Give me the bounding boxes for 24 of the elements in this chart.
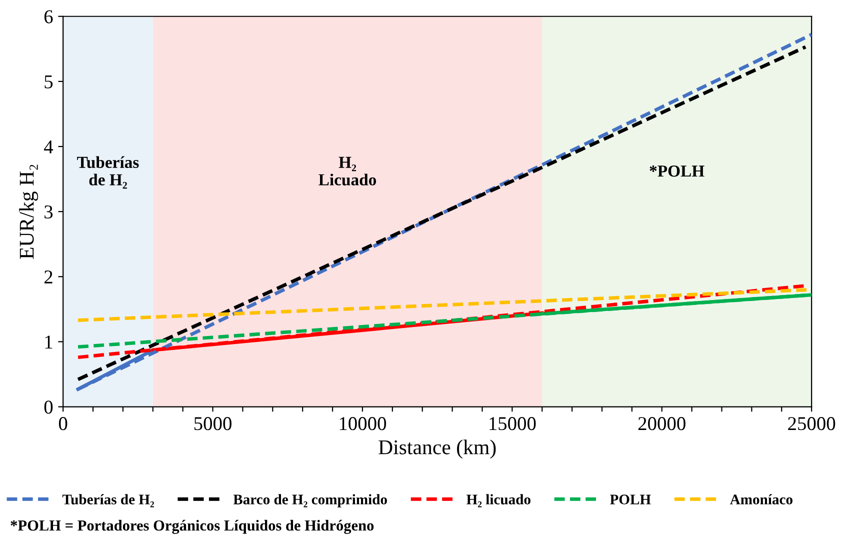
band-label: Tuberías de H₂: [77, 156, 139, 189]
y-tick-label: 1: [45, 336, 52, 348]
legend-label: Tuberías de H₂: [62, 494, 154, 508]
y-tick-label: 4: [44, 140, 54, 154]
legend-label: H₂ licuado: [466, 494, 530, 508]
y-tick-label: 0: [44, 400, 53, 414]
text: *POLH = Portadores Orgánicos Líquidos de Hidrógeno: [10, 520, 374, 534]
y-axis-title: EUR/kg H₂: [19, 164, 38, 259]
y-tick-label: 2: [44, 270, 52, 284]
x-tick-label: 0: [58, 417, 68, 430]
x-tick-label: 15000: [490, 417, 536, 430]
band-label: *POLH: [650, 166, 704, 177]
x-axis-title: Distance (km): [378, 440, 496, 459]
x-tick-label: 5000: [194, 417, 232, 430]
y-tick-label: 6: [44, 10, 53, 24]
legend-label: Amoníaco: [730, 494, 792, 504]
band-label: H₂ Licuado: [318, 156, 376, 186]
y-tick-label: 5: [44, 75, 53, 88]
legend-label: Barco de H₂ comprimido: [233, 494, 387, 508]
legend-label: POLH: [610, 494, 651, 504]
x-tick-label: 10000: [340, 417, 386, 430]
y-tick-label: 3: [44, 205, 53, 219]
x-tick-label: 20000: [638, 417, 686, 430]
x-tick-label: 25000: [788, 417, 836, 430]
